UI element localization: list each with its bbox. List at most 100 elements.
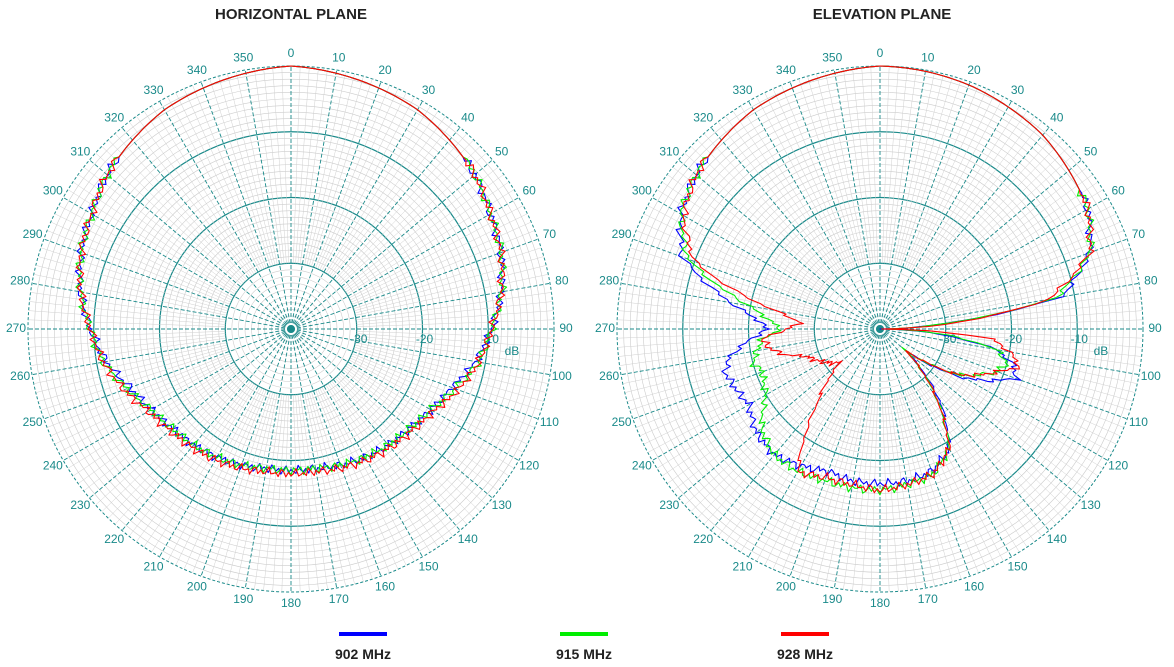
minor-spoke: [342, 166, 499, 289]
minor-spoke: [83, 166, 240, 289]
minor-spoke: [334, 377, 468, 525]
angle-tick-label: 90: [1148, 321, 1162, 335]
minor-spoke: [935, 189, 1104, 295]
major-spoke: [879, 101, 1012, 330]
minor-spoke: [690, 374, 833, 512]
minor-spoke: [639, 355, 821, 437]
minor-spoke: [939, 355, 1121, 437]
minor-spoke: [136, 116, 253, 276]
minor-spoke: [756, 96, 850, 272]
minor-ring: [675, 124, 1085, 534]
minor-spoke: [334, 133, 468, 281]
minor-spoke: [355, 342, 549, 384]
minor-spoke: [28, 310, 226, 325]
angle-tick-label: 100: [1141, 369, 1161, 383]
major-ring: [93, 131, 489, 527]
major-spoke: [879, 328, 1050, 531]
minor-spoke: [886, 67, 908, 264]
minor-spoke: [690, 146, 833, 284]
minor-spoke: [619, 337, 815, 366]
minor-spoke: [272, 394, 287, 592]
minor-spoke: [281, 66, 289, 264]
angle-tick-label: 70: [1132, 227, 1146, 241]
angle-tick-label: 330: [732, 83, 752, 97]
minor-spoke: [772, 88, 854, 270]
minor-spoke: [942, 247, 1131, 309]
minor-spoke: [350, 221, 532, 303]
radial-unit-label: dB: [505, 344, 520, 358]
minor-spoke: [304, 71, 346, 265]
minor-spoke: [906, 388, 988, 570]
minor-spoke: [619, 292, 815, 321]
minor-spoke: [108, 139, 246, 282]
angle-tick-label: 120: [519, 459, 539, 473]
major-spoke: [290, 101, 423, 330]
minor-spoke: [884, 66, 899, 264]
minor-spoke: [900, 78, 962, 267]
minor-spoke: [331, 121, 454, 278]
major-spoke: [290, 328, 461, 531]
major-spoke: [620, 282, 881, 330]
minor-spoke: [807, 392, 863, 582]
minor-spoke: [923, 133, 1057, 281]
angle-tick-label: 70: [543, 227, 557, 241]
series-915-mhz: [678, 65, 1095, 496]
minor-spoke: [861, 394, 876, 592]
minor-spoke: [317, 88, 399, 270]
angle-tick-label: 330: [143, 83, 163, 97]
major-ring: [813, 262, 947, 396]
minor-spoke: [639, 221, 821, 303]
major-spoke: [89, 328, 292, 499]
outer-ring: [27, 65, 555, 593]
angle-tick-label: 100: [552, 369, 572, 383]
minor-spoke: [882, 394, 890, 592]
minor-spoke: [852, 67, 874, 264]
minor-spoke: [344, 367, 504, 484]
angle-tick-label: 20: [967, 63, 981, 77]
angle-tick-label: 210: [732, 559, 752, 573]
series-902-mhz: [74, 65, 506, 475]
angle-tick-label: 260: [599, 369, 619, 383]
major-spoke: [879, 328, 1128, 420]
minor-spoke: [38, 256, 228, 312]
minor-spoke: [934, 181, 1099, 293]
minor-spoke: [807, 76, 863, 266]
minor-spoke: [356, 335, 553, 357]
minor-spoke: [617, 310, 815, 325]
minor-spoke: [325, 105, 431, 274]
minor-spoke: [254, 68, 283, 264]
minor-spoke: [338, 146, 481, 284]
minor-spoke: [58, 205, 234, 299]
minor-spoke: [725, 116, 842, 276]
major-spoke: [748, 328, 881, 557]
minor-spoke: [661, 365, 826, 477]
minor-spoke: [636, 353, 820, 428]
major-spoke: [833, 328, 881, 589]
minor-spoke: [945, 292, 1141, 321]
angle-tick-label: 230: [70, 498, 90, 512]
major-spoke: [879, 328, 1140, 376]
minor-spoke: [927, 146, 1070, 284]
angle-tick-label: 190: [233, 592, 253, 606]
minor-spoke: [327, 383, 439, 548]
angle-tick-label: 150: [418, 559, 438, 573]
minor-spoke: [937, 205, 1113, 299]
minor-spoke: [940, 353, 1124, 428]
legend-item-928: 928 MHz: [735, 632, 875, 664]
minor-spoke: [354, 265, 547, 314]
minor-spoke: [29, 301, 226, 323]
minor-spoke: [870, 66, 878, 264]
major-spoke: [244, 69, 292, 330]
angle-tick-label: 170: [918, 592, 938, 606]
minor-spoke: [349, 213, 528, 301]
minor-spoke: [944, 342, 1138, 384]
minor-spoke: [943, 344, 1136, 393]
minor-spoke: [647, 205, 823, 299]
minor-spoke: [338, 374, 481, 512]
major-spoke: [290, 81, 382, 330]
angle-tick-label: 130: [1081, 498, 1101, 512]
minor-spoke: [101, 374, 244, 512]
minor-spoke: [151, 105, 257, 274]
minor-spoke: [624, 344, 817, 393]
radial-unit-label: dB: [1094, 344, 1109, 358]
